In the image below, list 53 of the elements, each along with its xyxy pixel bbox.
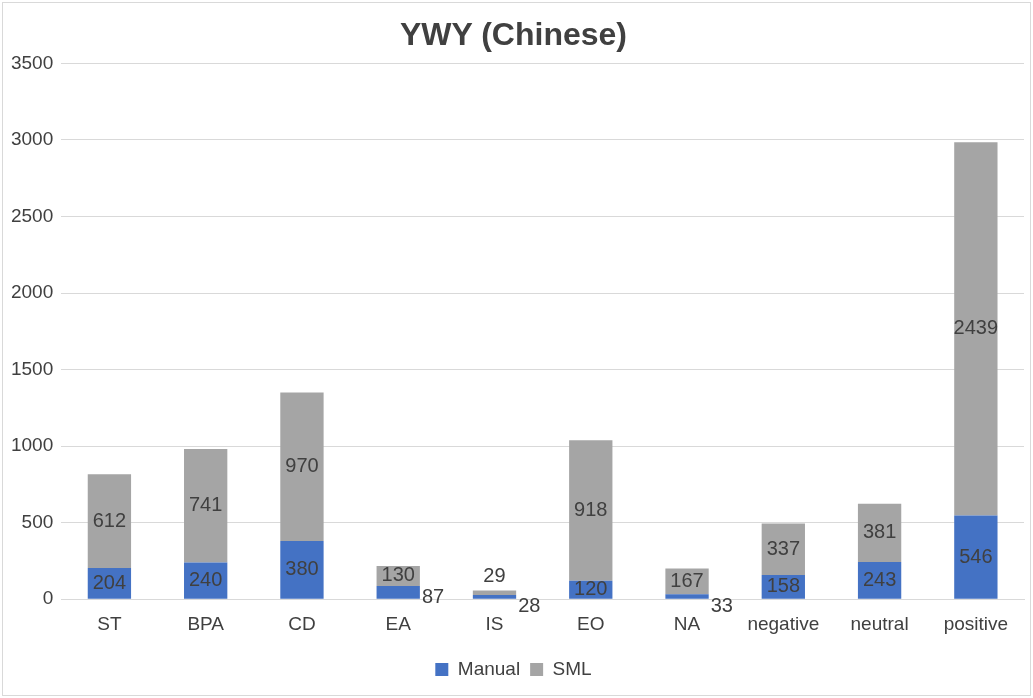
chart-title: YWY (Chinese)	[400, 16, 627, 53]
data-label: 240	[188, 568, 223, 591]
bar	[665, 594, 709, 599]
data-label: 380	[285, 557, 319, 580]
legend-label: Manual	[457, 657, 521, 679]
x-tick-label: CD	[288, 612, 316, 634]
bar	[87, 474, 132, 568]
data-label: 87	[421, 585, 445, 608]
data-label: 612	[92, 508, 127, 531]
bar	[472, 590, 517, 595]
data-label: 2439	[953, 316, 999, 339]
bar	[280, 541, 324, 599]
data-label: 167	[670, 568, 704, 591]
data-label: 243	[862, 567, 897, 590]
y-tick-label: 2000	[10, 281, 54, 303]
x-tick-label: positive	[943, 612, 1009, 634]
bar	[376, 585, 420, 599]
y-tick-label: 500	[21, 510, 54, 532]
x-tick-label: NA	[673, 612, 701, 634]
data-label: 28	[518, 594, 541, 617]
data-label: 918	[574, 498, 608, 521]
data-label: 120	[574, 577, 608, 600]
bar	[569, 440, 613, 581]
bar	[280, 392, 324, 542]
x-tick-label: EA	[385, 612, 412, 634]
data-label: 970	[285, 454, 319, 477]
x-tick-label: neutral	[850, 612, 909, 634]
x-tick-label: IS	[485, 612, 504, 634]
y-tick-label: 3000	[10, 128, 54, 150]
x-tick-label: ST	[97, 612, 122, 634]
data-label: 204	[92, 570, 127, 593]
y-tick-label: 2500	[10, 204, 54, 226]
data-label: 546	[959, 544, 993, 567]
x-tick-label: BPA	[187, 612, 225, 634]
data-label: 158	[766, 574, 800, 597]
data-label: 130	[381, 563, 415, 586]
legend-label: SML	[552, 657, 592, 679]
x-tick-label: negative	[747, 612, 820, 634]
y-tick-label: 3500	[10, 51, 54, 73]
data-label: 29	[483, 563, 506, 586]
y-tick-label: 1500	[10, 357, 54, 379]
bar	[954, 142, 998, 516]
bar	[761, 523, 805, 576]
bar	[954, 515, 998, 599]
data-label: 381	[862, 520, 897, 543]
data-label: 33	[710, 593, 733, 616]
y-tick-label: 1000	[10, 434, 54, 456]
y-tick-label: 0	[42, 587, 54, 609]
bar	[184, 449, 228, 563]
bar	[472, 594, 517, 599]
data-label: 337	[766, 536, 800, 559]
x-tick-label: EO	[577, 612, 605, 634]
data-label: 741	[188, 493, 223, 516]
